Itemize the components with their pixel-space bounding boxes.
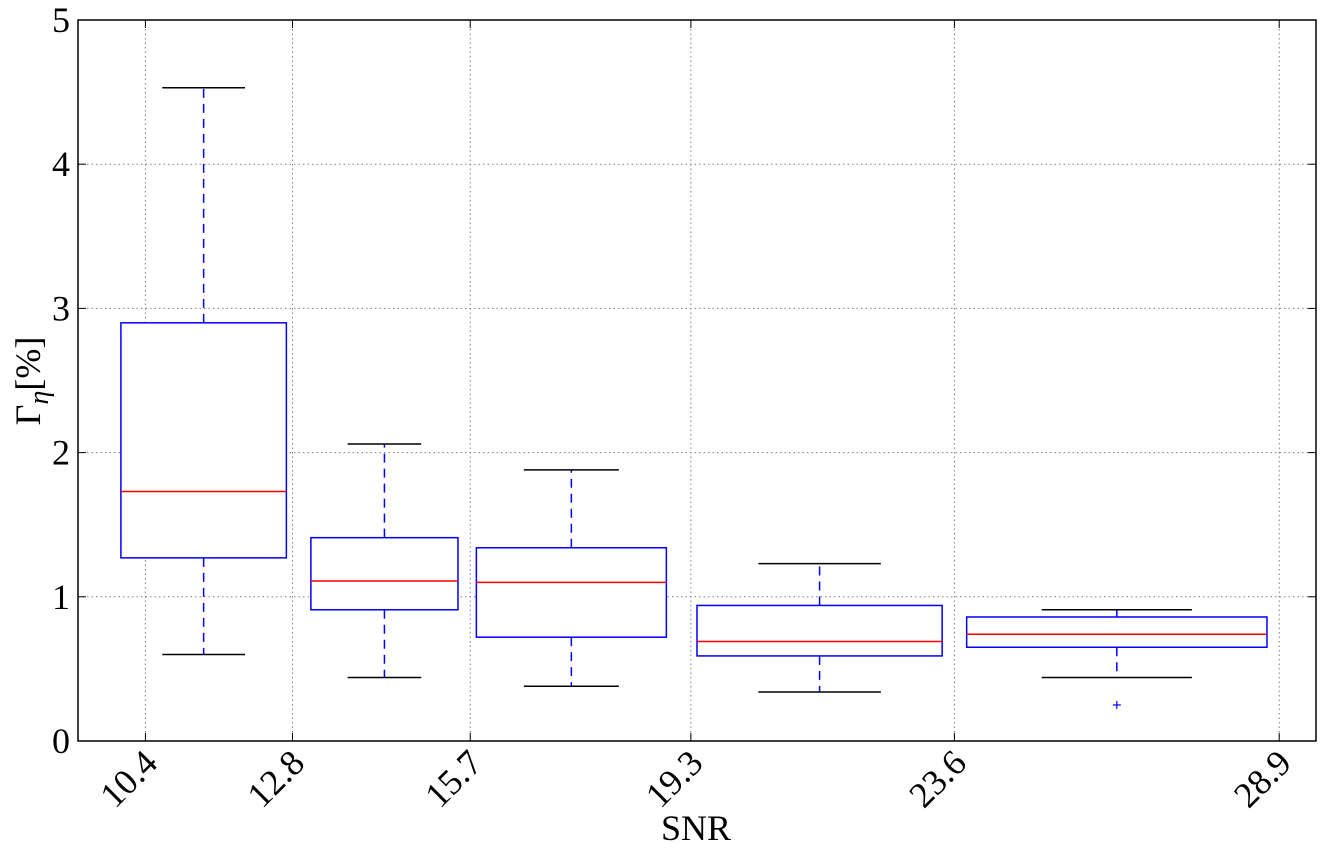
x-tick-label: 28.9 bbox=[1226, 742, 1299, 815]
outlier-marker bbox=[1112, 700, 1121, 709]
box-group bbox=[120, 87, 288, 656]
iqr-box bbox=[120, 322, 288, 559]
y-tick-label: 4 bbox=[52, 144, 70, 184]
x-tick-label: 12.8 bbox=[239, 742, 312, 815]
y-axis-title: Γη[%] bbox=[8, 337, 55, 426]
box-group bbox=[310, 443, 459, 679]
y-tick-label: 1 bbox=[52, 577, 70, 617]
x-tick-label: 10.4 bbox=[92, 742, 165, 815]
box-group bbox=[696, 562, 943, 693]
y-tick-label: 3 bbox=[52, 288, 70, 328]
x-tick-label: 19.3 bbox=[638, 742, 711, 815]
y-tick-label: 0 bbox=[52, 721, 70, 761]
box-group bbox=[965, 609, 1268, 709]
y-tick-label: 2 bbox=[52, 433, 70, 473]
iqr-box bbox=[475, 547, 668, 638]
iqr-box bbox=[310, 536, 459, 611]
y-axis-suffix: [%] bbox=[8, 337, 48, 391]
axis-ticks bbox=[78, 19, 1316, 742]
y-tick-labels: 0 1 2 3 4 5 bbox=[52, 0, 70, 761]
x-tick-labels: 10.4 12.8 15.7 19.3 23.6 28.9 bbox=[92, 742, 1299, 815]
iqr-box bbox=[696, 604, 943, 657]
boxes bbox=[120, 87, 1268, 709]
iqr-box bbox=[965, 616, 1268, 649]
x-axis-title: SNR bbox=[661, 808, 731, 848]
plot-frame bbox=[77, 19, 1317, 742]
y-axis-subscript: η bbox=[24, 391, 55, 405]
x-tick-label: 15.7 bbox=[417, 742, 490, 815]
y-tick-label: 5 bbox=[52, 0, 70, 40]
y-axis-symbol: Γ bbox=[8, 405, 48, 426]
x-tick-label: 23.6 bbox=[901, 742, 974, 815]
box-group bbox=[475, 469, 668, 687]
